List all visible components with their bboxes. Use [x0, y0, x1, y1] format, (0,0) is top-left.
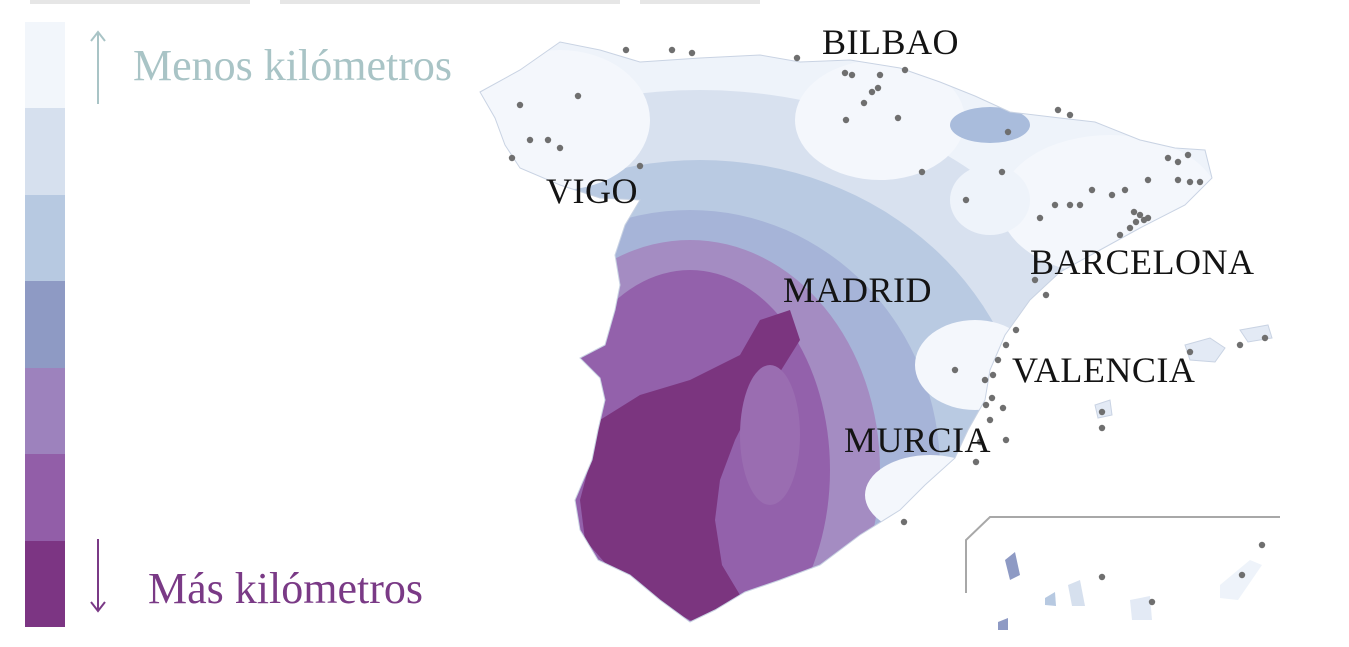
city-dot [1098, 424, 1106, 432]
city-label-murcia: MURCIA [844, 420, 991, 460]
city-dot [1236, 341, 1244, 349]
city-dot [1098, 408, 1106, 416]
city-dot [636, 162, 644, 170]
canary-islands-inset [965, 516, 1280, 630]
city-dot [1130, 208, 1138, 216]
city-dot [988, 394, 996, 402]
city-dot [999, 404, 1007, 412]
city-dot [622, 46, 630, 54]
city-dot [874, 84, 882, 92]
city-dot [1238, 571, 1246, 579]
city-dot [1121, 186, 1129, 194]
city-dot [1136, 211, 1144, 219]
legend-step [25, 454, 65, 542]
spain-mainland [479, 41, 1213, 623]
city-dot [526, 136, 534, 144]
balearic-islands [1094, 324, 1273, 419]
city-dot [981, 376, 989, 384]
legend-label-more: Más kilómetros [148, 564, 423, 613]
city-dot [1116, 231, 1124, 239]
city-dot [688, 49, 696, 57]
city-dot [1088, 186, 1096, 194]
city-dot [508, 154, 516, 162]
city-dot [876, 71, 884, 79]
city-dot [1144, 214, 1152, 222]
city-dot [1164, 154, 1172, 162]
city-dot [1004, 128, 1012, 136]
city-dot [1186, 348, 1194, 356]
city-dot [668, 46, 676, 54]
city-dot [994, 356, 1002, 364]
city-label-madrid: MADRID [783, 270, 932, 310]
city-dot [1174, 158, 1182, 166]
city-dot [1184, 151, 1192, 159]
city-dot [998, 168, 1006, 176]
city-dot [1002, 436, 1010, 444]
city-dot [962, 196, 970, 204]
city-dot [842, 116, 850, 124]
legend-step [25, 540, 65, 628]
city-dot [1031, 276, 1039, 284]
city-dot [972, 458, 980, 466]
legend-color-scale [25, 22, 65, 628]
city-dot [1132, 218, 1140, 226]
city-dot [848, 71, 856, 79]
legend-step [25, 194, 65, 282]
city-dot [1174, 176, 1182, 184]
city-dot [918, 168, 926, 176]
city-dot [793, 54, 801, 62]
city-dot [1258, 541, 1266, 549]
city-dot [1054, 106, 1062, 114]
city-dot [1066, 201, 1074, 209]
city-dots [508, 46, 1269, 606]
city-dot [1108, 191, 1116, 199]
city-dot [1042, 291, 1050, 299]
city-label-bilbao: BILBAO [822, 22, 959, 62]
city-dot [1076, 201, 1084, 209]
city-dot [1012, 326, 1020, 334]
arrow-down-icon [90, 539, 106, 613]
top-edge-strip [0, 0, 1349, 5]
city-dot [516, 101, 524, 109]
city-label-vigo: VIGO [546, 171, 638, 211]
city-dot [894, 114, 902, 122]
legend-step [25, 108, 65, 196]
legend-step [25, 22, 65, 109]
city-dot [951, 366, 959, 374]
city-dot [1144, 176, 1152, 184]
city-dot [1196, 178, 1204, 186]
city-dot [841, 69, 849, 77]
city-dot [901, 66, 909, 74]
city-dot [989, 371, 997, 379]
city-dot [1066, 111, 1074, 119]
city-dot [1126, 224, 1134, 232]
city-label-valencia: VALENCIA [1012, 350, 1195, 390]
city-dot [860, 99, 868, 107]
arrow-up-icon [90, 30, 106, 104]
city-dot [544, 136, 552, 144]
legend-step [25, 367, 65, 455]
city-dot [556, 144, 564, 152]
city-dot [1002, 341, 1010, 349]
city-dot [868, 88, 876, 96]
city-dot [976, 438, 984, 446]
city-dot [574, 92, 582, 100]
city-dot [1098, 573, 1106, 581]
city-label-barcelona: BARCELONA [1030, 242, 1255, 282]
city-dot [1036, 214, 1044, 222]
city-dot [1186, 178, 1194, 186]
legend-step [25, 281, 65, 369]
city-dot [982, 401, 990, 409]
city-labels: BILBAO VIGO MADRID BARCELONA VALENCIA MU… [546, 22, 1255, 460]
city-dot [900, 518, 908, 526]
city-dot [1261, 334, 1269, 342]
city-dot [1051, 201, 1059, 209]
city-dot [986, 416, 994, 424]
city-dot [1148, 598, 1156, 606]
legend-label-less: Menos kilómetros [133, 41, 452, 90]
